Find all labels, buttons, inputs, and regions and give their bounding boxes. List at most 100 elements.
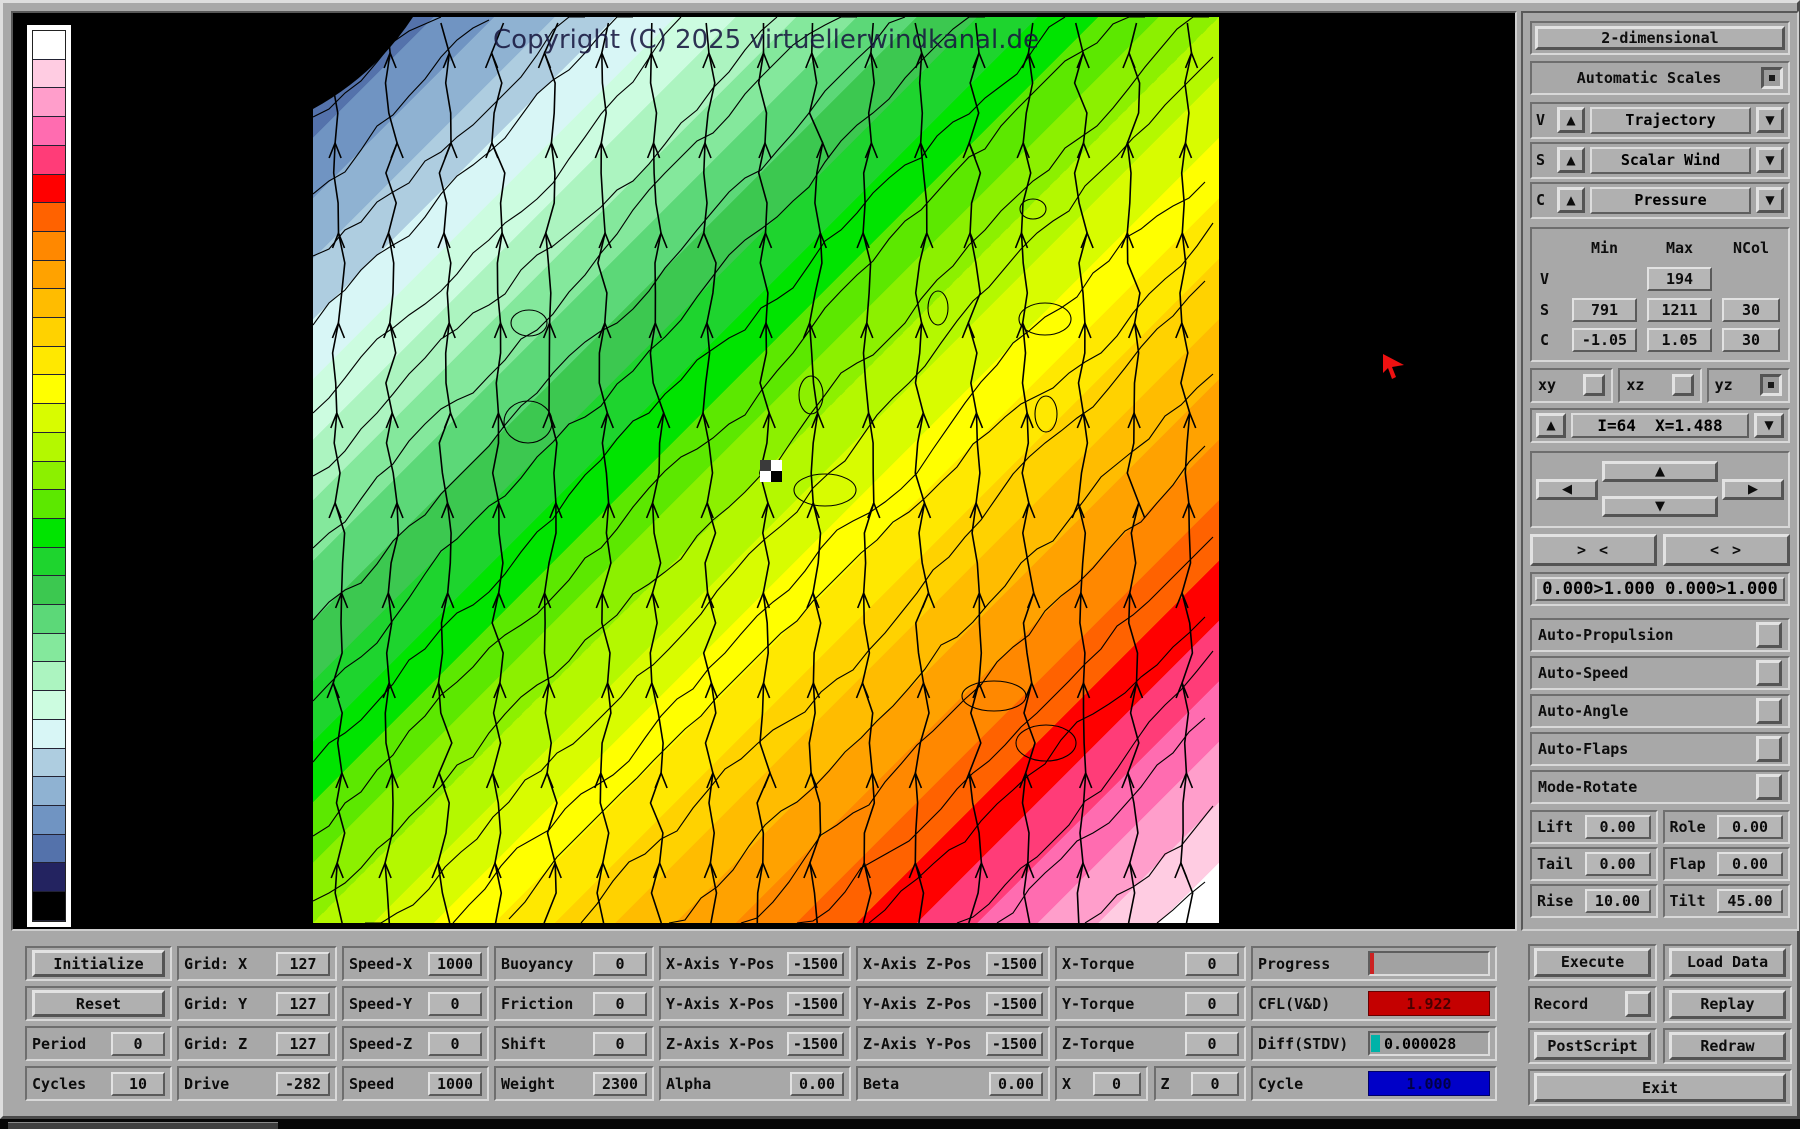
speed-value-field[interactable]: 1000 xyxy=(428,1072,482,1096)
offset-z-value-field[interactable]: 0 xyxy=(1191,1072,1239,1096)
grid-z-value-field[interactable]: 127 xyxy=(276,1032,330,1056)
weight-cell: Weight2300 xyxy=(494,1066,654,1101)
cfl-v-d--label: CFL(V&D) xyxy=(1258,995,1330,1013)
auto-speed-toggle[interactable] xyxy=(1756,660,1782,686)
flow-plot[interactable]: Copyright (C) 2025 virtuellerwindkanal.d… xyxy=(313,17,1219,923)
selector-up-button-v[interactable]: ▲ xyxy=(1557,107,1585,133)
toggle-row-auto-propulsion[interactable]: Auto-Propulsion xyxy=(1530,618,1790,652)
tilt-value-field[interactable]: 45.00 xyxy=(1717,889,1783,913)
scale-c-ncol-field[interactable]: 30 xyxy=(1722,328,1780,352)
plane-toggle-yz[interactable]: yz xyxy=(1707,368,1790,403)
friction-value-field[interactable]: 0 xyxy=(593,992,647,1016)
pan-down-button[interactable]: ▼ xyxy=(1602,496,1718,517)
mode-rotate-toggle[interactable] xyxy=(1756,774,1782,800)
z-axis-y-pos-value-field[interactable]: -1500 xyxy=(986,1032,1043,1056)
lift-value-field[interactable]: 0.00 xyxy=(1585,815,1651,839)
parameter-column-4: X-Axis Y-Pos-1500Y-Axis X-Pos-1500Z-Axis… xyxy=(659,946,851,1111)
record-toggle[interactable] xyxy=(1625,991,1651,1017)
execute-button[interactable]: Execute xyxy=(1534,948,1651,977)
buoyancy-value-field[interactable]: 0 xyxy=(593,952,647,976)
progress-marker xyxy=(1370,953,1374,974)
selector-down-button-v[interactable]: ▼ xyxy=(1756,107,1784,133)
load-data-button[interactable]: Load Data xyxy=(1669,948,1786,977)
color-scale-cell-12 xyxy=(33,375,65,404)
x-torque-value-field[interactable]: 0 xyxy=(1185,952,1239,976)
plane-toggle-box-xz[interactable] xyxy=(1672,374,1694,396)
scale-s-max-field[interactable]: 1211 xyxy=(1647,298,1712,322)
diff-stdv--value: 0.000028 xyxy=(1384,1035,1456,1053)
slice-down-button[interactable]: ▼ xyxy=(1754,413,1784,438)
mode-rotate-label: Mode-Rotate xyxy=(1538,778,1637,796)
pan-left-button[interactable]: ◀ xyxy=(1536,479,1598,500)
plane-toggle-box-xy[interactable] xyxy=(1583,374,1605,396)
postscript-button[interactable]: PostScript xyxy=(1534,1032,1651,1061)
auto-flaps-toggle[interactable] xyxy=(1756,736,1782,762)
pan-right-button[interactable]: ▶ xyxy=(1722,479,1784,500)
automatic-scales-group[interactable]: Automatic Scales xyxy=(1530,61,1790,95)
zoom-out-button[interactable]: < > xyxy=(1663,534,1790,566)
flap-value-field[interactable]: 0.00 xyxy=(1717,852,1783,876)
scale-c-min-field[interactable]: -1.05 xyxy=(1572,328,1637,352)
toggle-row-auto-angle[interactable]: Auto-Angle xyxy=(1530,694,1790,728)
selector-up-button-s[interactable]: ▲ xyxy=(1557,147,1585,173)
x-axis-y-pos-value-field[interactable]: -1500 xyxy=(787,952,844,976)
y-axis-x-pos-value-field[interactable]: -1500 xyxy=(787,992,844,1016)
selector-up-button-c[interactable]: ▲ xyxy=(1557,187,1585,213)
shift-value-field[interactable]: 0 xyxy=(593,1032,647,1056)
speed-z-value-field[interactable]: 0 xyxy=(428,1032,482,1056)
beta-cell: Beta0.00 xyxy=(856,1066,1050,1101)
diff-stdv--marker xyxy=(1371,1035,1380,1052)
replay-button[interactable]: Replay xyxy=(1669,990,1786,1019)
y-axis-z-pos-value-field[interactable]: -1500 xyxy=(986,992,1043,1016)
color-scale-cell-20 xyxy=(33,605,65,634)
y-torque-cell: Y-Torque0 xyxy=(1055,986,1246,1021)
flight-parameter-grid: Lift0.00Role0.00Tail0.00Flap0.00Rise10.0… xyxy=(1530,810,1790,921)
color-scale-cell-4 xyxy=(33,146,65,175)
initialize-button[interactable]: Initialize xyxy=(32,950,165,977)
x-axis-z-pos-value-field[interactable]: -1500 xyxy=(986,952,1043,976)
auto-angle-toggle[interactable] xyxy=(1756,698,1782,724)
selector-down-button-s[interactable]: ▼ xyxy=(1756,147,1784,173)
redraw-button[interactable]: Redraw xyxy=(1669,1032,1786,1061)
z-torque-value-field[interactable]: 0 xyxy=(1185,1032,1239,1056)
grid-y-value-field[interactable]: 127 xyxy=(276,992,330,1016)
slice-up-button[interactable]: ▲ xyxy=(1536,413,1566,438)
tail-value-field[interactable]: 0.00 xyxy=(1585,852,1651,876)
plane-toggle-xy[interactable]: xy xyxy=(1530,368,1613,403)
selector-down-button-c[interactable]: ▼ xyxy=(1756,187,1784,213)
auto-propulsion-label: Auto-Propulsion xyxy=(1538,626,1673,644)
automatic-scales-toggle[interactable] xyxy=(1761,67,1783,89)
period-value-field[interactable]: 0 xyxy=(111,1032,165,1056)
dimension-mode-button[interactable]: 2-dimensional xyxy=(1535,26,1785,50)
scale-c-max-field[interactable]: 1.05 xyxy=(1647,328,1712,352)
auto-propulsion-toggle[interactable] xyxy=(1756,622,1782,648)
progress-meter xyxy=(1368,951,1490,976)
exit-button[interactable]: Exit xyxy=(1534,1073,1786,1102)
speed-x-value-field[interactable]: 1000 xyxy=(428,952,482,976)
drive-value-field[interactable]: -282 xyxy=(276,1072,330,1096)
y-torque-value-field[interactable]: 0 xyxy=(1185,992,1239,1016)
zoom-in-button[interactable]: > < xyxy=(1530,534,1657,566)
scale-s-min-field[interactable]: 791 xyxy=(1572,298,1637,322)
offset-x-value-field[interactable]: 0 xyxy=(1093,1072,1141,1096)
speed-y-value-field[interactable]: 0 xyxy=(428,992,482,1016)
scale-s-ncol-field[interactable]: 30 xyxy=(1722,298,1780,322)
plane-toggle-xz[interactable]: xz xyxy=(1618,368,1701,403)
toggle-row-auto-speed[interactable]: Auto-Speed xyxy=(1530,656,1790,690)
pan-up-button[interactable]: ▲ xyxy=(1602,461,1718,482)
reset-button[interactable]: Reset xyxy=(32,990,165,1017)
rise-value-field[interactable]: 10.00 xyxy=(1585,889,1651,913)
grid-x-value-field[interactable]: 127 xyxy=(276,952,330,976)
scale-v-max-field[interactable]: 194 xyxy=(1647,267,1712,291)
weight-value-field[interactable]: 2300 xyxy=(593,1072,647,1096)
z-axis-x-pos-value-field[interactable]: -1500 xyxy=(787,1032,844,1056)
beta-value-field[interactable]: 0.00 xyxy=(989,1072,1043,1096)
plane-toggle-box-yz[interactable] xyxy=(1760,374,1782,396)
role-value-field[interactable]: 0.00 xyxy=(1717,815,1783,839)
toggle-row-auto-flaps[interactable]: Auto-Flaps xyxy=(1530,732,1790,766)
toggle-row-mode-rotate[interactable]: Mode-Rotate xyxy=(1530,770,1790,804)
cycles-value-field[interactable]: 10 xyxy=(111,1072,165,1096)
zoom-button-row: > < < > xyxy=(1530,534,1790,566)
alpha-value-field[interactable]: 0.00 xyxy=(790,1072,844,1096)
record-group[interactable]: Record xyxy=(1528,986,1657,1023)
